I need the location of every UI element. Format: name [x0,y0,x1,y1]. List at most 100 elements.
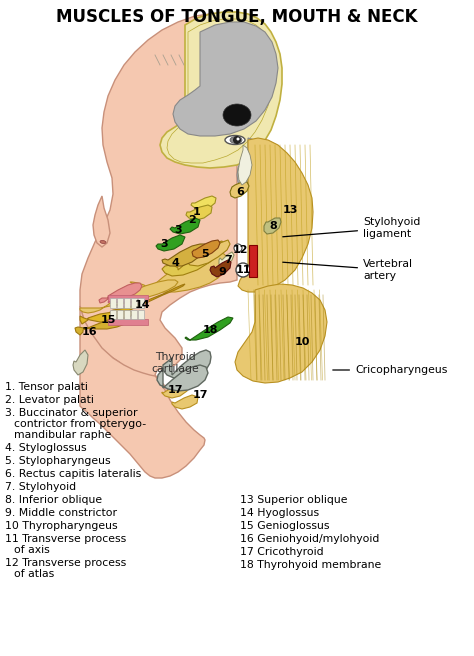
Text: 3. Buccinator & superior: 3. Buccinator & superior [5,408,137,418]
Polygon shape [110,284,185,314]
Text: 6. Rectus capitis lateralis: 6. Rectus capitis lateralis [5,469,141,479]
Text: 6: 6 [236,187,244,197]
Polygon shape [238,138,313,292]
Text: 13: 13 [283,205,298,215]
Polygon shape [210,260,231,277]
Text: 13 Superior oblique: 13 Superior oblique [240,495,347,505]
Polygon shape [185,317,233,340]
Text: 7. Stylohyoid: 7. Stylohyoid [5,482,76,492]
Bar [108,295,148,301]
Polygon shape [173,22,278,136]
Polygon shape [238,145,252,185]
Text: 1: 1 [193,207,201,217]
Ellipse shape [225,136,245,144]
Polygon shape [80,311,133,324]
Text: 4: 4 [171,258,179,268]
Text: 15 Genioglossus: 15 Genioglossus [240,521,329,531]
Text: 7: 7 [224,255,232,265]
Polygon shape [163,350,211,379]
Text: Cricopharyngeus: Cricopharyngeus [333,365,447,375]
Text: 2: 2 [188,215,196,225]
Text: Vertebral
artery: Vertebral artery [283,259,413,281]
Text: MUSCLES OF TONGUE, MOUTH & NECK: MUSCLES OF TONGUE, MOUTH & NECK [56,8,418,26]
Polygon shape [93,196,110,247]
Text: 15: 15 [100,315,116,325]
Text: 11 Transverse process: 11 Transverse process [5,534,126,544]
Text: 10 Thyropharyngeus: 10 Thyropharyngeus [5,521,118,531]
Polygon shape [162,244,205,266]
Text: of atlas: of atlas [14,569,54,579]
Bar [117,310,123,319]
Circle shape [233,136,241,144]
Text: 9. Middle constrictor: 9. Middle constrictor [5,508,117,518]
Bar [124,310,130,319]
Polygon shape [130,252,228,292]
Polygon shape [186,205,212,220]
Text: 10: 10 [294,337,310,347]
Polygon shape [108,294,147,308]
Polygon shape [191,196,216,210]
Polygon shape [99,283,142,303]
Text: 16 Geniohyoid/mylohyoid: 16 Geniohyoid/mylohyoid [240,534,379,544]
Polygon shape [157,365,208,391]
Polygon shape [80,14,237,416]
Text: 11: 11 [235,265,251,275]
Bar [131,310,137,319]
Text: mandibular raphe: mandibular raphe [14,430,111,440]
Polygon shape [162,383,188,398]
Polygon shape [160,12,282,168]
Bar [110,298,116,308]
Bar [138,298,144,308]
Bar [138,310,144,319]
Text: 12: 12 [232,245,248,255]
Text: 8: 8 [269,221,277,231]
Text: Thyroid
cartilage: Thyroid cartilage [151,352,199,374]
Polygon shape [73,350,88,375]
Text: 9: 9 [218,267,226,277]
Text: 17: 17 [167,385,183,395]
Text: 17 Cricothyroid: 17 Cricothyroid [240,547,324,557]
Ellipse shape [223,104,251,126]
Bar [131,298,137,308]
Text: 16: 16 [82,327,98,337]
Text: 8. Inferior oblique: 8. Inferior oblique [5,495,102,505]
Polygon shape [219,252,234,267]
Text: 3: 3 [160,239,168,249]
Text: 14: 14 [135,300,151,310]
Text: 5. Stylopharyngeus: 5. Stylopharyngeus [5,456,110,466]
Text: contrictor from pterygo-: contrictor from pterygo- [14,419,146,429]
Polygon shape [186,240,230,266]
Circle shape [234,244,242,252]
Text: 18: 18 [202,325,218,335]
Text: 4. Styloglossus: 4. Styloglossus [5,443,87,453]
Text: 5: 5 [201,249,209,259]
Text: of axis: of axis [14,545,50,555]
Circle shape [236,263,250,277]
Polygon shape [192,240,220,258]
Text: Stylohyoid
ligament: Stylohyoid ligament [283,217,420,239]
Polygon shape [172,395,198,409]
Bar [117,298,123,308]
Circle shape [237,138,239,140]
Polygon shape [75,318,128,335]
Ellipse shape [230,136,242,144]
Polygon shape [235,284,327,383]
Ellipse shape [249,145,261,155]
Bar [110,310,116,319]
Polygon shape [237,138,263,190]
Text: 2. Levator palati: 2. Levator palati [5,395,94,405]
Bar [108,319,148,325]
Text: 18 Thyrohyoid membrane: 18 Thyrohyoid membrane [240,560,381,570]
Polygon shape [156,235,185,251]
Text: 17: 17 [192,390,208,400]
Polygon shape [230,182,249,198]
Text: 12 Transverse process: 12 Transverse process [5,558,126,568]
Polygon shape [270,228,291,256]
Bar [249,245,257,277]
Ellipse shape [100,241,106,243]
Bar [124,298,130,308]
Polygon shape [80,280,178,313]
Polygon shape [170,218,200,234]
Text: 1. Tensor palati: 1. Tensor palati [5,382,88,392]
Polygon shape [80,306,205,478]
